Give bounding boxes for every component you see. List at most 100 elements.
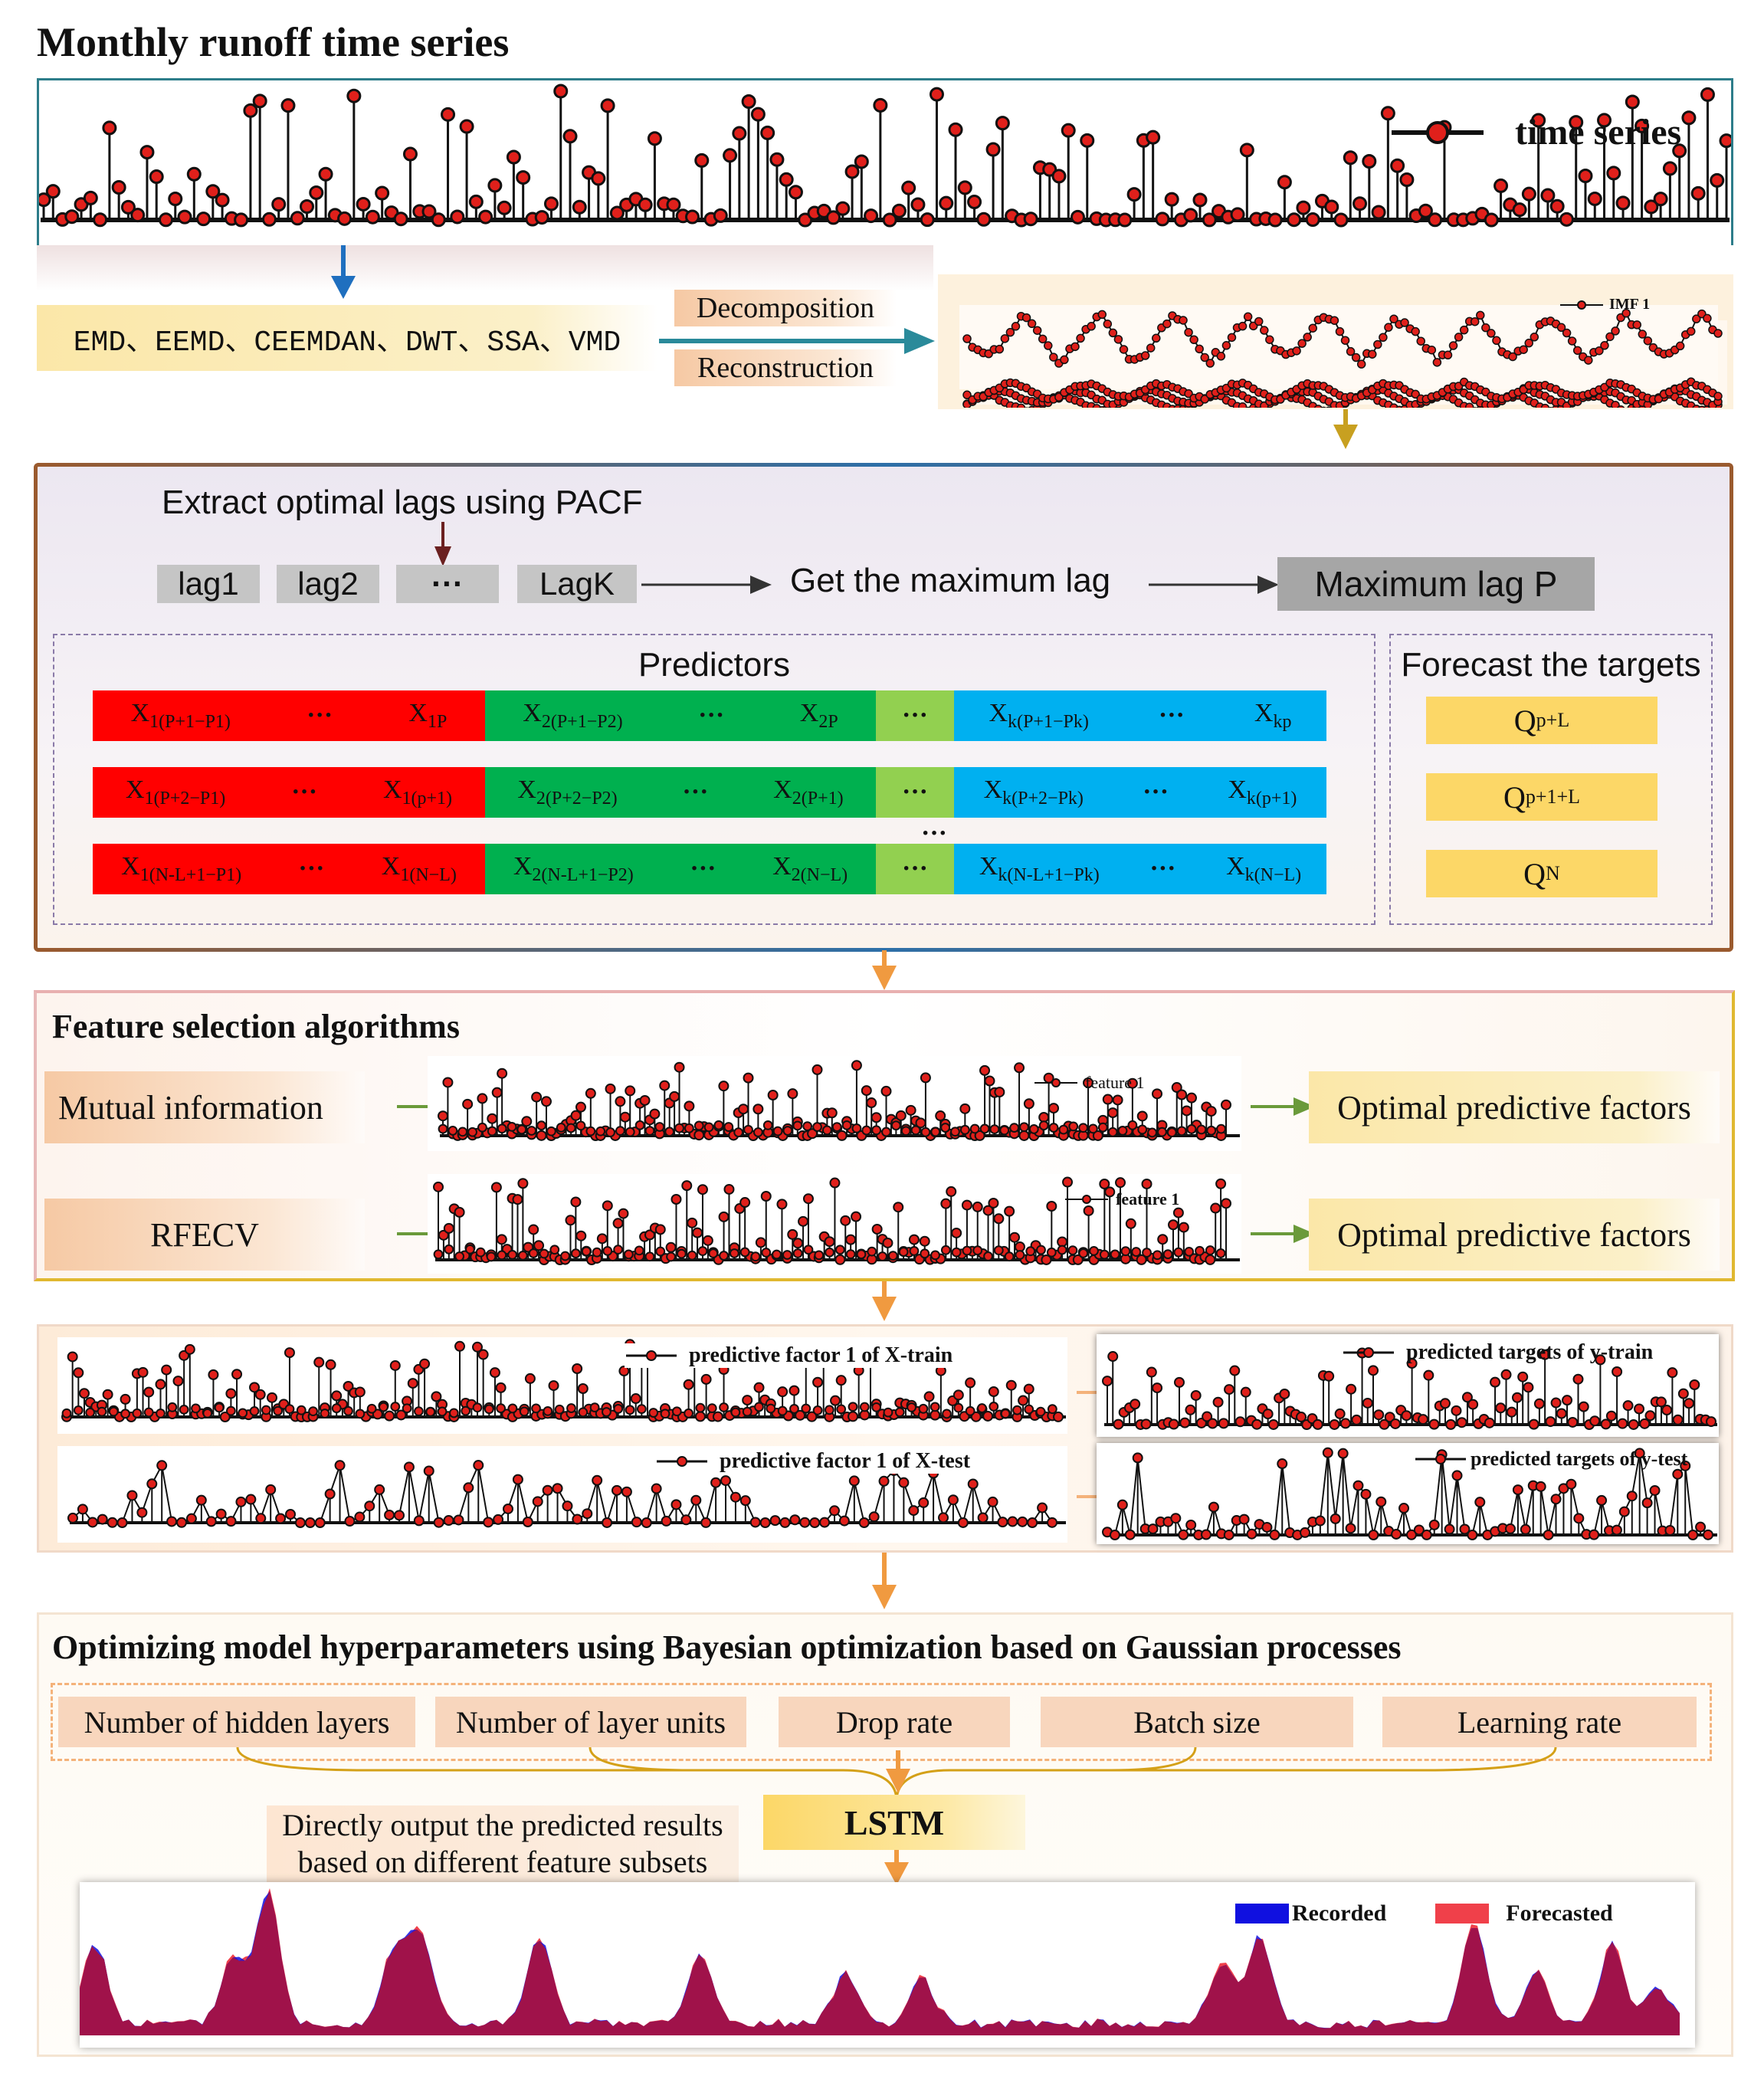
data-marker	[681, 1180, 693, 1192]
data-marker	[536, 1130, 547, 1141]
data-marker	[723, 1183, 735, 1195]
data-marker	[1445, 1418, 1457, 1430]
blue-segment: Xk(N-L+1−Pk) ··· Xk(N−L)	[954, 844, 1326, 894]
data-marker	[225, 1516, 237, 1527]
data-marker	[983, 1251, 993, 1261]
data-marker	[621, 1486, 632, 1497]
data-marker	[1305, 212, 1320, 227]
data-marker	[1641, 1497, 1653, 1509]
data-marker	[143, 1407, 154, 1418]
data-marker	[669, 1090, 680, 1102]
data-marker	[741, 93, 756, 109]
data-marker	[493, 1514, 504, 1525]
data-marker	[1634, 118, 1650, 133]
data-marker	[965, 1405, 975, 1416]
data-marker	[666, 197, 681, 212]
data-marker	[1166, 1127, 1177, 1137]
data-marker	[1346, 1383, 1357, 1395]
data-marker	[1314, 1515, 1326, 1527]
data-marker	[769, 1515, 781, 1527]
data-marker	[519, 1406, 530, 1417]
imf-panel: IMF 1	[938, 274, 1733, 409]
data-marker	[848, 1402, 858, 1412]
data-marker	[893, 1202, 904, 1213]
data-marker	[600, 98, 615, 113]
data-marker	[285, 1508, 296, 1520]
data-marker	[1334, 1408, 1346, 1419]
data-marker	[1562, 328, 1572, 338]
data-marker	[549, 1245, 560, 1255]
data-marker	[1178, 1222, 1189, 1233]
data-marker	[1057, 1245, 1067, 1255]
data-marker	[1200, 395, 1209, 404]
red-segment: X1(P+1−P1) ··· X1P	[93, 690, 485, 741]
data-marker	[680, 1514, 692, 1526]
data-marker	[729, 1248, 739, 1258]
data-marker	[395, 1409, 407, 1421]
data-marker	[1117, 1126, 1128, 1136]
data-marker	[712, 1411, 723, 1422]
data-marker	[1137, 1124, 1148, 1135]
data-marker	[1339, 1418, 1351, 1429]
data-marker	[895, 1110, 907, 1121]
data-marker	[1467, 1399, 1479, 1410]
data-marker	[365, 209, 380, 225]
data-marker	[856, 1249, 867, 1260]
data-marker	[478, 209, 493, 225]
data-marker	[402, 1403, 412, 1414]
data-marker	[661, 1515, 672, 1527]
data-marker	[1343, 150, 1358, 166]
data-marker	[1578, 169, 1593, 184]
data-marker	[977, 1403, 987, 1413]
data-marker	[1324, 199, 1339, 215]
data-marker	[959, 1103, 971, 1114]
data-marker	[532, 1496, 543, 1507]
data-marker	[431, 1391, 442, 1402]
data-marker	[1506, 1406, 1517, 1418]
data-marker	[940, 1245, 951, 1255]
data-marker	[592, 1247, 602, 1258]
data-marker	[634, 1245, 644, 1256]
red-segment: X1(P+2−P1) ··· X1(p+1)	[93, 767, 485, 818]
data-marker	[1413, 1524, 1425, 1536]
data-marker	[1243, 312, 1253, 322]
data-marker	[920, 1127, 931, 1137]
data-marker	[1567, 1416, 1579, 1428]
data-marker	[1517, 1371, 1529, 1382]
data-marker	[1127, 1120, 1138, 1130]
data-marker	[1368, 349, 1377, 359]
data-marker	[136, 1507, 148, 1518]
data-marker	[1703, 313, 1712, 323]
data-marker	[97, 1406, 107, 1417]
data-marker	[543, 1405, 553, 1416]
variable-subscript: 2(N−L)	[791, 864, 848, 885]
data-marker	[1072, 1254, 1084, 1265]
data-marker	[343, 1405, 353, 1416]
data-marker	[871, 1125, 882, 1136]
data-marker	[882, 1237, 893, 1248]
data-marker	[1023, 1098, 1034, 1110]
data-marker	[477, 1122, 487, 1133]
predictor-variable: Xkp	[1254, 699, 1292, 733]
data-marker	[1206, 1125, 1217, 1136]
data-marker	[1356, 359, 1366, 369]
data-marker	[384, 1509, 395, 1520]
data-marker	[249, 1382, 261, 1393]
optimal-factors-box: Optimal predictive factors	[1309, 1199, 1720, 1271]
data-marker	[826, 210, 841, 225]
data-marker	[443, 1515, 454, 1527]
data-marker	[1051, 169, 1067, 184]
predictor-variable: X2P	[800, 699, 838, 733]
data-marker	[742, 1395, 753, 1406]
predictor-variable: X1(P+2−P1)	[126, 776, 225, 809]
x-train-legend: predictive factor 1 of X-train	[625, 1343, 953, 1368]
data-marker	[438, 1123, 448, 1134]
data-marker	[1173, 1376, 1185, 1388]
data-marker	[1340, 336, 1350, 345]
data-marker	[1605, 1410, 1617, 1422]
data-marker	[1638, 330, 1648, 339]
data-marker	[143, 1386, 155, 1398]
data-marker	[1606, 166, 1621, 181]
data-marker	[425, 1406, 436, 1417]
data-marker	[512, 1194, 523, 1205]
